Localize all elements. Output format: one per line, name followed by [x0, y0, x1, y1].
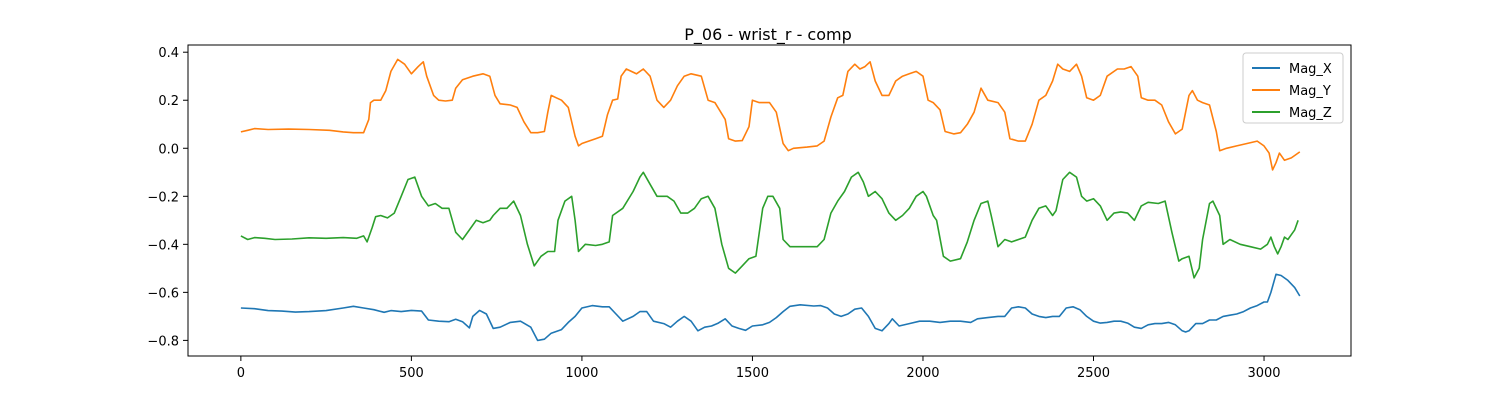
x-tick-label: 500: [399, 366, 424, 381]
series-line-mag-x: [240, 273, 1301, 342]
y-tick-label: 0.0: [158, 142, 179, 157]
x-tick-label: 2000: [906, 366, 939, 381]
y-tick-label: −0.4: [147, 238, 179, 253]
legend-label-mag-y: Mag_Y: [1289, 84, 1331, 99]
series-line-mag-z: [240, 171, 1299, 279]
y-tick-label: −0.2: [147, 190, 179, 205]
y-axis: −0.8 −0.6 −0.4 −0.2 0.0 0.2 0.4: [147, 46, 188, 349]
y-tick-label: −0.6: [147, 286, 179, 301]
y-tick-label: 0.2: [158, 94, 179, 109]
chart-title: P_06 - wrist_r - comp: [684, 25, 852, 45]
x-axis: 0 500 1000 1500 2000 2500 3000: [237, 356, 1281, 381]
series-layer: [240, 58, 1301, 342]
x-tick-label: 1000: [565, 366, 598, 381]
x-tick-label: 2500: [1077, 366, 1110, 381]
legend: Mag_X Mag_Y Mag_Z: [1242, 52, 1344, 124]
x-tick-label: 1500: [736, 366, 769, 381]
series-line-mag-y: [240, 58, 1301, 171]
x-tick-label: 3000: [1247, 366, 1280, 381]
legend-label-mag-x: Mag_X: [1289, 62, 1332, 77]
x-tick-label: 0: [237, 366, 245, 381]
legend-label-mag-z: Mag_Z: [1289, 106, 1332, 121]
legend-box: [1242, 52, 1344, 124]
y-tick-label: −0.8: [147, 334, 179, 349]
plot-frame: [187, 44, 1352, 357]
y-tick-label: 0.4: [158, 46, 179, 61]
